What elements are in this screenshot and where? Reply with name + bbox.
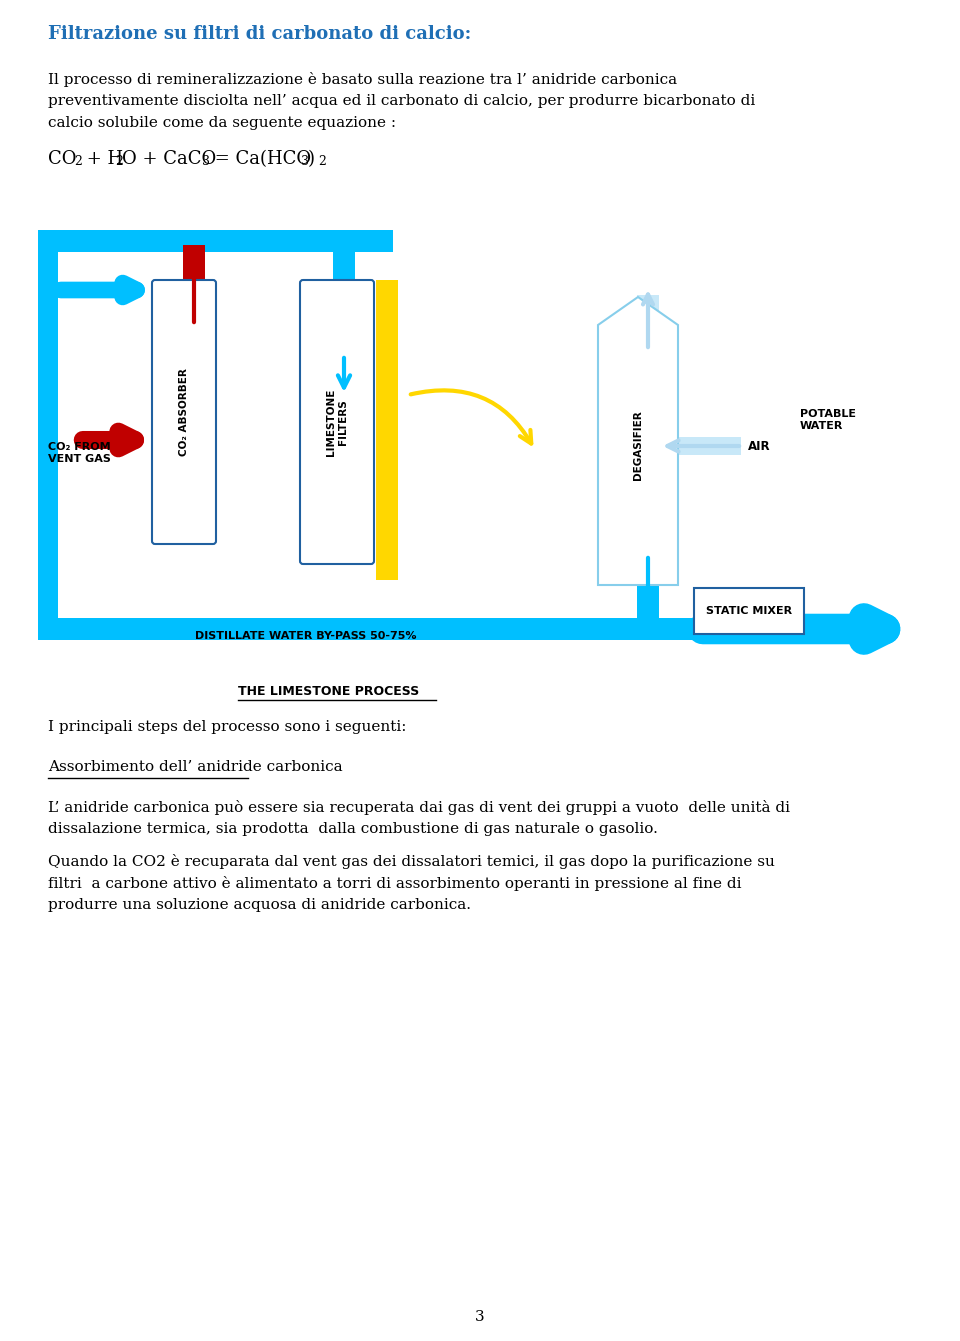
Text: calcio solubile come da seguente equazione :: calcio solubile come da seguente equazio… bbox=[48, 117, 396, 130]
Polygon shape bbox=[598, 296, 678, 585]
Text: POTABLE
WATER: POTABLE WATER bbox=[800, 409, 856, 430]
FancyBboxPatch shape bbox=[659, 437, 741, 455]
Text: 3: 3 bbox=[202, 156, 210, 168]
Text: = Ca(HCO: = Ca(HCO bbox=[209, 150, 311, 168]
Text: LIMESTONE
FILTERS: LIMESTONE FILTERS bbox=[326, 389, 348, 456]
Text: CO: CO bbox=[48, 150, 77, 168]
Text: produrre una soluzione acquosa di anidride carbonica.: produrre una soluzione acquosa di anidri… bbox=[48, 898, 471, 912]
Text: 2: 2 bbox=[318, 156, 325, 168]
Text: Il processo di remineralizzazione è basato sulla reazione tra l’ anidride carbon: Il processo di remineralizzazione è basa… bbox=[48, 72, 677, 87]
FancyBboxPatch shape bbox=[376, 280, 398, 581]
Text: I principali steps del processo sono i seguenti:: I principali steps del processo sono i s… bbox=[48, 720, 406, 734]
FancyBboxPatch shape bbox=[333, 231, 355, 390]
FancyBboxPatch shape bbox=[38, 231, 58, 617]
Text: AIR: AIR bbox=[748, 440, 771, 452]
FancyBboxPatch shape bbox=[152, 280, 216, 544]
Text: preventivamente disciolta nell’ acqua ed il carbonato di calcio, per produrre bi: preventivamente disciolta nell’ acqua ed… bbox=[48, 94, 756, 109]
FancyBboxPatch shape bbox=[38, 231, 393, 252]
Text: 3: 3 bbox=[301, 156, 309, 168]
Text: Quando la CO2 è recuparata dal vent gas dei dissalatori temici, il gas dopo la p: Quando la CO2 è recuparata dal vent gas … bbox=[48, 854, 775, 869]
Text: DISTILLATE WATER BY-PASS 50-75%: DISTILLATE WATER BY-PASS 50-75% bbox=[195, 632, 417, 641]
Text: dissalazione termica, sia prodotta  dalla combustione di gas naturale o gasolio.: dissalazione termica, sia prodotta dalla… bbox=[48, 822, 658, 835]
Text: L’ anidride carbonica può essere sia recuperata dai gas di vent dei gruppi a vuo: L’ anidride carbonica può essere sia rec… bbox=[48, 801, 790, 815]
Text: THE LIMESTONE PROCESS: THE LIMESTONE PROCESS bbox=[238, 685, 420, 699]
Text: DEGASIFIER: DEGASIFIER bbox=[633, 410, 643, 480]
FancyBboxPatch shape bbox=[637, 530, 659, 620]
Text: STATIC MIXER: STATIC MIXER bbox=[706, 606, 792, 616]
FancyBboxPatch shape bbox=[694, 587, 804, 634]
Text: filtri  a carbone attivo è alimentato a torri di assorbimento operanti in pressi: filtri a carbone attivo è alimentato a t… bbox=[48, 876, 741, 890]
Text: ): ) bbox=[308, 150, 315, 168]
Text: 2: 2 bbox=[115, 156, 123, 168]
Text: Assorbimento dell’ anidride carbonica: Assorbimento dell’ anidride carbonica bbox=[48, 760, 343, 774]
FancyBboxPatch shape bbox=[38, 595, 58, 640]
Text: CO₂ ABSORBER: CO₂ ABSORBER bbox=[179, 367, 189, 456]
Text: + H: + H bbox=[81, 150, 123, 168]
Text: CO₂ FROM
VENT GAS: CO₂ FROM VENT GAS bbox=[48, 443, 110, 464]
Text: 3: 3 bbox=[475, 1310, 485, 1324]
Text: Filtrazione su filtri di carbonato di calcio:: Filtrazione su filtri di carbonato di ca… bbox=[48, 25, 471, 43]
FancyBboxPatch shape bbox=[300, 280, 374, 565]
FancyBboxPatch shape bbox=[38, 618, 713, 640]
FancyBboxPatch shape bbox=[637, 295, 659, 380]
Text: O + CaCO: O + CaCO bbox=[122, 150, 216, 168]
FancyBboxPatch shape bbox=[183, 245, 205, 540]
Text: 2: 2 bbox=[74, 156, 82, 168]
